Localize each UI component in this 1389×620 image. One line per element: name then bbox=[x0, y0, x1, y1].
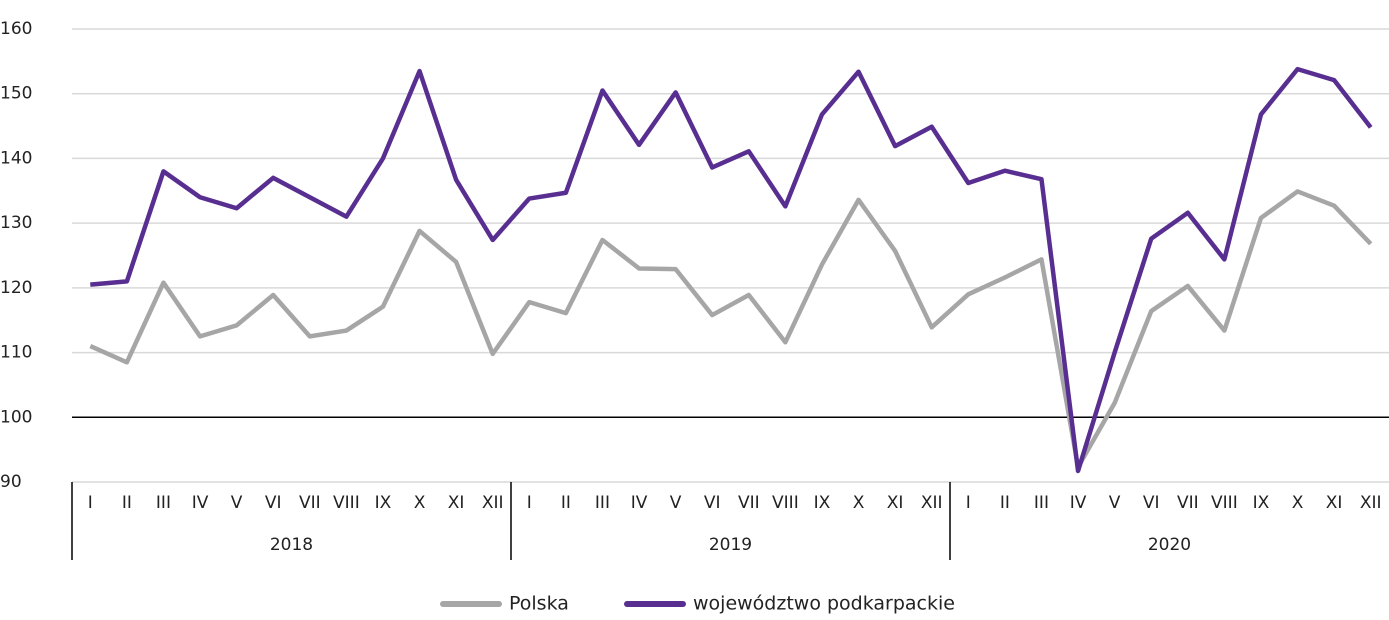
group-label: 2020 bbox=[1148, 535, 1191, 555]
x-tick-label: I bbox=[527, 493, 532, 513]
x-tick-label: I bbox=[88, 493, 93, 513]
x-tick-label: VIII bbox=[1211, 493, 1238, 513]
x-tick-label: VII bbox=[1177, 493, 1199, 513]
x-tick-label: X bbox=[414, 493, 426, 513]
x-tick-label: VI bbox=[265, 493, 282, 513]
y-tick-label: 90 bbox=[0, 472, 22, 492]
x-tick-label: VIII bbox=[772, 493, 799, 513]
x-tick-label: V bbox=[1109, 493, 1121, 513]
x-tick-label: V bbox=[231, 493, 243, 513]
x-tick-label: IV bbox=[631, 493, 648, 513]
x-tick-label: VI bbox=[1143, 493, 1160, 513]
x-tick-label: I bbox=[966, 493, 971, 513]
series-line bbox=[90, 66, 1373, 474]
y-tick-label: 110 bbox=[0, 343, 32, 363]
x-tick-label: X bbox=[1292, 493, 1304, 513]
x-tick-label: VI bbox=[704, 493, 721, 513]
series-line bbox=[89, 189, 1373, 470]
x-tick-label: II bbox=[122, 493, 132, 513]
x-tick-label: XII bbox=[921, 493, 943, 513]
y-tick-label: 140 bbox=[0, 148, 32, 168]
x-tick-label: IX bbox=[814, 493, 831, 513]
x-tick-label: III bbox=[156, 493, 171, 513]
x-tick-label: XII bbox=[1360, 493, 1382, 513]
x-tick-label: IX bbox=[375, 493, 392, 513]
y-tick-label: 150 bbox=[0, 84, 32, 104]
x-tick-label: XI bbox=[448, 493, 465, 513]
x-tick-label: XI bbox=[1326, 493, 1343, 513]
x-tick-label: VIII bbox=[333, 493, 360, 513]
x-tick-label: IV bbox=[1070, 493, 1087, 513]
x-tick-label: II bbox=[1000, 493, 1010, 513]
x-tick-label: X bbox=[853, 493, 865, 513]
x-tick-label: IV bbox=[192, 493, 209, 513]
y-tick-label: 100 bbox=[0, 407, 32, 427]
legend-label: Polska bbox=[509, 593, 569, 615]
legend-label: województwo podkarpackie bbox=[693, 593, 955, 615]
x-tick-label: IX bbox=[1253, 493, 1270, 513]
y-tick-label: 120 bbox=[0, 278, 32, 298]
y-tick-label: 130 bbox=[0, 213, 32, 233]
x-tick-label: III bbox=[1034, 493, 1049, 513]
x-tick-label: VII bbox=[299, 493, 321, 513]
x-tick-label: V bbox=[670, 493, 682, 513]
x-tick-label: XI bbox=[887, 493, 904, 513]
x-tick-label: II bbox=[561, 493, 571, 513]
group-label: 2019 bbox=[709, 535, 752, 555]
y-tick-label: 160 bbox=[0, 19, 32, 39]
x-tick-label: III bbox=[595, 493, 610, 513]
x-tick-label: XII bbox=[482, 493, 504, 513]
group-label: 2018 bbox=[270, 535, 313, 555]
x-tick-label: VII bbox=[738, 493, 760, 513]
